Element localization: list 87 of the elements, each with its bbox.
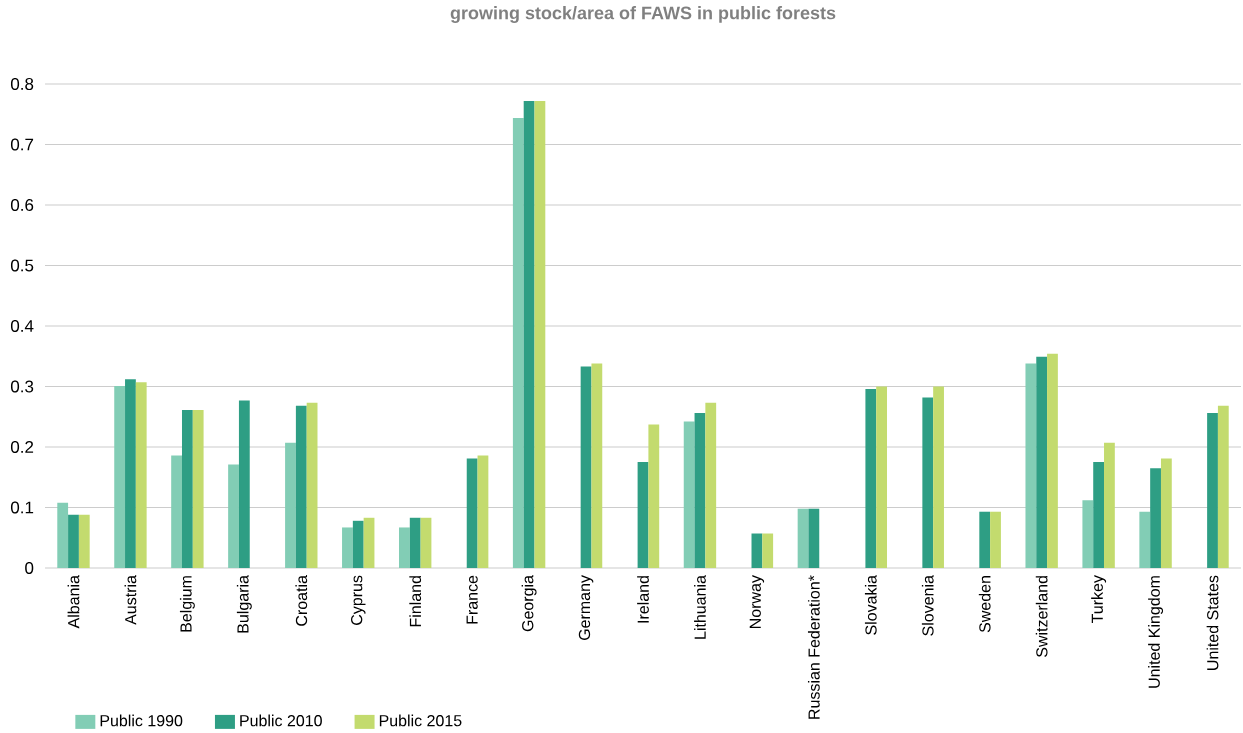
bar — [57, 502, 69, 568]
x-tick-label: Finland — [409, 576, 422, 627]
x-tick-label: Albania — [67, 575, 80, 629]
x-tick-label: Austria — [124, 575, 137, 625]
x-tick-label: Lithuania — [694, 575, 706, 639]
bar — [705, 402, 717, 568]
y-tick-label: 0 — [25, 561, 34, 574]
legend-label: Public 2010 — [240, 714, 322, 727]
x-tick-label: Slovenia — [921, 575, 934, 636]
y-tick-label: 0.8 — [10, 78, 34, 91]
bar — [477, 455, 489, 568]
bar — [683, 421, 695, 568]
bar — [285, 442, 296, 568]
bar — [922, 397, 934, 568]
bar — [363, 517, 375, 568]
bar — [990, 511, 1001, 568]
x-tick-label: Cyprus — [351, 575, 366, 625]
x-tick-label: Slovakia — [864, 575, 877, 635]
y-tick-label: 0.5 — [10, 259, 34, 272]
x-tick-label: Switzerland — [1035, 576, 1048, 658]
bar — [580, 366, 592, 568]
y-tick-label: 0.7 — [10, 138, 34, 151]
bar — [523, 100, 535, 568]
x-tick-label: Germany — [578, 575, 594, 641]
x-tick-label: Bulgaria — [236, 575, 252, 633]
bar — [420, 517, 432, 568]
x-tick-label: Georgia — [521, 575, 537, 632]
bar — [306, 402, 318, 568]
bar — [228, 464, 239, 568]
x-tick-label: France — [466, 575, 478, 624]
bar — [171, 455, 182, 568]
y-tick-label: 0.4 — [10, 319, 34, 333]
bar — [1093, 462, 1105, 568]
bar — [876, 386, 888, 568]
bar — [125, 379, 136, 568]
bar — [1150, 468, 1161, 568]
bar — [865, 388, 877, 568]
bar — [979, 511, 991, 568]
bar — [637, 462, 649, 568]
bar — [648, 424, 660, 568]
bar — [512, 117, 524, 568]
bar — [181, 410, 193, 568]
bar — [342, 527, 353, 568]
bar — [751, 533, 763, 568]
y-tick-label: 0.6 — [10, 199, 34, 212]
bar — [68, 514, 79, 568]
bar — [694, 413, 706, 568]
x-tick-label: Sweden — [978, 576, 991, 633]
bar — [1160, 458, 1172, 568]
x-tick-label: Russian Federation* — [807, 575, 820, 719]
bar — [1047, 353, 1058, 568]
legend-label: Public 1990 — [100, 714, 183, 727]
bar — [295, 405, 307, 568]
bar — [1025, 363, 1037, 568]
bar — [409, 517, 421, 568]
chart-title: growing stock/area of FAWS in public forests — [450, 6, 836, 23]
bar — [1082, 500, 1094, 568]
bar — [1139, 511, 1151, 568]
y-tick-label: 0.3 — [10, 380, 34, 393]
bar — [352, 520, 364, 568]
bar — [192, 410, 204, 568]
bar — [238, 400, 250, 568]
bar — [808, 508, 820, 568]
x-tick-label: United Kingdom — [1148, 576, 1164, 688]
y-tick-label: 0.2 — [10, 440, 34, 453]
bar — [78, 514, 90, 568]
x-tick-label: Croatia — [295, 575, 308, 626]
bar — [114, 385, 126, 568]
x-tick-label: United States — [1206, 575, 1219, 670]
x-tick-label: Belgium — [179, 576, 195, 632]
bar — [1207, 413, 1218, 568]
legend-label: Public 2015 — [379, 714, 462, 727]
x-tick-label: Norway — [749, 575, 765, 628]
x-tick-label: Ireland — [637, 576, 649, 623]
bar — [534, 100, 546, 568]
bar — [135, 382, 147, 568]
x-tick-label: Turkey — [1091, 575, 1107, 624]
bar — [591, 363, 603, 568]
bar — [933, 386, 944, 568]
bar — [1217, 405, 1229, 568]
bar — [466, 458, 478, 568]
bar — [398, 527, 410, 568]
bar — [1036, 356, 1048, 568]
bar — [797, 508, 809, 568]
bar — [762, 533, 774, 568]
y-tick-label: 0.1 — [10, 501, 34, 514]
bar — [1104, 442, 1115, 568]
